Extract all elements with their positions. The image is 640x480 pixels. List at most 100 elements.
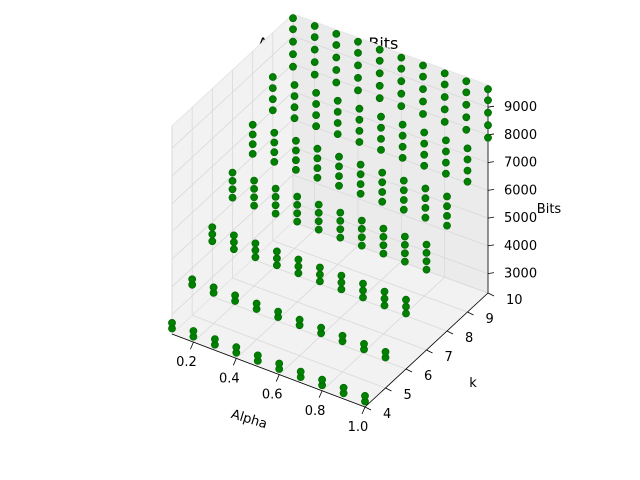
bits-grid-left [171, 174, 294, 288]
data-point [397, 89, 406, 98]
k-tick-label: 9 [486, 312, 494, 327]
k-grid-floor [292, 221, 489, 294]
data-point [250, 184, 258, 193]
data-point [398, 153, 407, 162]
data-point [399, 176, 408, 185]
data-point [399, 186, 408, 195]
data-point [291, 146, 300, 155]
alpha-tick [232, 358, 237, 366]
data-point [359, 293, 367, 302]
alpha-axis-line [171, 333, 366, 408]
alpha-tick-label: 0.6 [262, 388, 283, 403]
data-point [294, 262, 303, 271]
data-point [380, 294, 389, 303]
data-point [270, 157, 279, 166]
data-point [421, 184, 430, 193]
data-point [375, 69, 384, 78]
data-point [463, 155, 472, 164]
data-point [462, 77, 471, 86]
data-point [377, 134, 385, 143]
bits-grid-left [171, 63, 294, 177]
k-tick-label: 7 [445, 350, 453, 365]
data-point [377, 145, 385, 154]
data-point [419, 72, 427, 81]
data-point [356, 180, 365, 188]
data-point [462, 100, 471, 109]
bits-grid-left [171, 146, 294, 260]
data-point [271, 192, 280, 201]
data-point [338, 331, 347, 340]
data-point [270, 128, 279, 137]
alpha-tick-label: 0.2 [176, 355, 197, 370]
alpha-tick-label: 0.4 [219, 371, 240, 386]
data-point [228, 176, 237, 185]
data-point [421, 194, 430, 203]
data-point [250, 176, 258, 185]
k-tick [487, 292, 495, 297]
data-point [356, 160, 365, 169]
k-grid-floor [272, 240, 468, 313]
k-tick-label: 4 [383, 407, 391, 422]
data-point [375, 81, 384, 90]
data-point [168, 318, 176, 327]
data-points [168, 14, 492, 406]
data-point [229, 238, 238, 247]
data-point [399, 205, 408, 214]
k-grid-floor [252, 258, 448, 332]
data-point [271, 201, 280, 210]
data-point [335, 172, 343, 180]
data-point [317, 323, 325, 332]
data-point [312, 89, 320, 97]
bits-grid-back [292, 119, 489, 191]
k-tick [446, 330, 454, 335]
data-point [378, 178, 387, 187]
data-point [253, 351, 262, 360]
data-point [332, 53, 341, 62]
data-point [248, 149, 257, 158]
data-point [379, 224, 388, 233]
bits-grid-back [292, 202, 489, 274]
data-point [228, 193, 237, 202]
data-point [356, 189, 365, 198]
data-point [375, 45, 384, 54]
data-point [332, 30, 341, 38]
data-point [208, 237, 217, 246]
bits-grid-left [171, 202, 294, 315]
data-point [314, 217, 323, 226]
bits-tick-label: 4000 [504, 239, 537, 254]
data-point [315, 270, 324, 279]
data-point [377, 123, 385, 132]
data-point [251, 239, 260, 248]
data-point [294, 255, 303, 264]
data-point [339, 383, 348, 392]
data-point [359, 279, 367, 288]
k-tick-label: 5 [404, 388, 412, 403]
data-point [355, 104, 364, 113]
data-point [268, 95, 277, 104]
data-point [484, 121, 492, 130]
x-axis-label: Alpha [229, 407, 269, 432]
data-point [379, 232, 388, 241]
data-point [422, 257, 431, 266]
data-point [484, 96, 492, 105]
data-point [375, 56, 384, 65]
data-point [293, 200, 302, 209]
data-point [419, 110, 427, 118]
data-point [354, 61, 362, 70]
k-grid-floor [232, 277, 427, 351]
z-axis-label: Bits [537, 202, 562, 217]
data-point [441, 147, 450, 156]
bits-grid-back [292, 91, 489, 164]
bits-tick-label: 5000 [504, 211, 537, 226]
data-point [419, 85, 427, 93]
data-point [332, 66, 341, 74]
data-point [357, 241, 366, 250]
data-point [310, 58, 319, 66]
data-point [397, 53, 406, 62]
k-tick [426, 349, 433, 354]
data-point [229, 231, 238, 240]
data-point [333, 96, 342, 105]
data-point [440, 118, 449, 126]
data-point [421, 203, 430, 212]
